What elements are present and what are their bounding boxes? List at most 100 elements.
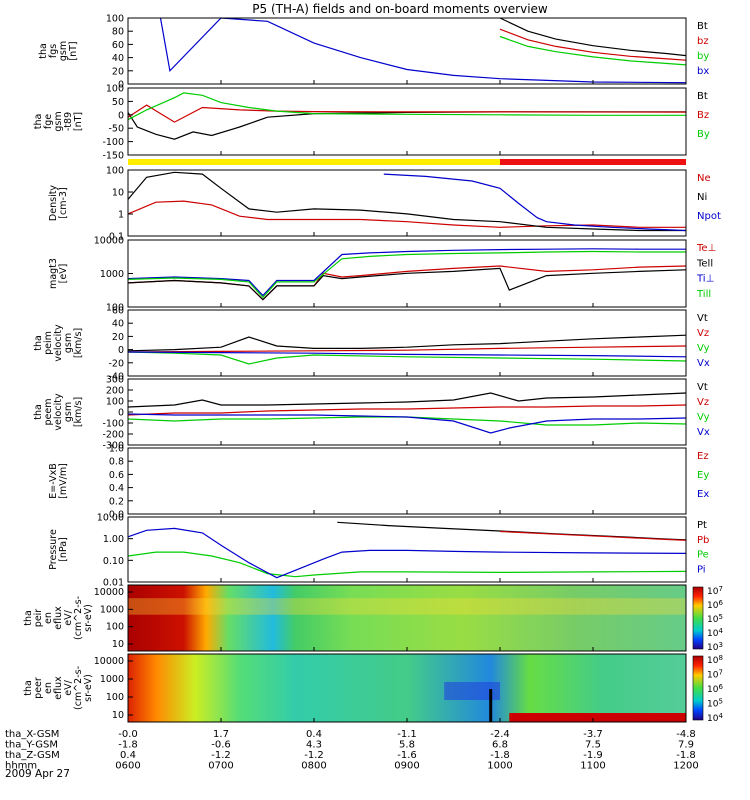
series-line-Vx: [127, 413, 687, 434]
y-tick-label: 10.00: [97, 513, 124, 524]
y-tick-label: 20: [112, 66, 124, 77]
y-tick-label: 10000: [94, 236, 124, 247]
y-axis-label-line: (cm^2-s-: [73, 596, 84, 640]
y-axis-label: Pressure[nPa]: [48, 529, 69, 570]
colorbar: 108 107 106 105 104: [692, 654, 723, 724]
legend-Ni: Ni: [697, 192, 707, 203]
y-tick-label: 0.4: [109, 483, 124, 494]
y-axis-label-line: E=-VxB: [48, 463, 59, 498]
y-tick-label: 10000: [94, 656, 124, 667]
mode-bar-slow: [128, 159, 500, 165]
legend-Bt: Bt: [697, 91, 708, 102]
ephemeris-label: hhmm: [5, 761, 37, 772]
ephemeris-value: 1100: [580, 761, 605, 772]
legend-Ne: Ne: [697, 173, 711, 184]
series-line-Vz: [127, 404, 687, 416]
ephemeris-value: 0.4: [120, 750, 136, 761]
y-axis-label-line: (cm^2-s-: [73, 666, 84, 710]
series-line-Pe: [127, 551, 687, 578]
y-axis-label-line: [nPa]: [58, 537, 69, 562]
y-axis-label-line: velocity: [53, 393, 64, 431]
y-axis-label-line: eV/: [63, 679, 74, 695]
y-axis-label-line: [km/s]: [73, 397, 84, 427]
series-line-Pi: [127, 527, 687, 579]
series-line-Bz: [127, 104, 687, 123]
y-tick-label: -300: [102, 441, 124, 452]
y-axis-label: thapeemvelocitygsm[km/s]: [33, 393, 84, 431]
y-axis-label: thafgsgsm[nT]: [38, 41, 79, 61]
y-axis-label-line: en: [43, 682, 54, 694]
legend-Ey: Ey: [697, 470, 709, 481]
series-line-Vt: [127, 392, 687, 408]
series-line-Vy: [127, 351, 687, 365]
ephemeris-label: tha_X-GSM: [5, 729, 59, 740]
series-line-bx: [159, 17, 687, 84]
heatmap-band: [444, 682, 500, 700]
legend-Bt: Bt: [697, 21, 708, 32]
y-tick-label: 100: [106, 692, 124, 703]
y-axis-label-line: peem: [43, 399, 54, 426]
y-tick-label: 100: [106, 622, 124, 633]
legend-By: By: [697, 129, 710, 140]
y-axis-label: E=-VxB[mV/m]: [48, 463, 69, 499]
series-line-Pb: [499, 530, 687, 541]
panel-velocity_peim: Vt Vz Vy Vx 60 40 20 0 -20 -40 thapeimvelocitygsm[…: [33, 306, 710, 383]
ephemeris-value: 0600: [115, 761, 140, 772]
heatmap-band: [509, 713, 686, 722]
series-line-Ti⊥: [127, 248, 686, 297]
y-axis-label-line: sr-eV): [83, 674, 94, 702]
legend-Vz: Vz: [697, 397, 709, 408]
figure-title: P5 (TH-A) fields and on-board moments ov…: [252, 2, 548, 16]
y-axis-label-line: velocity: [53, 324, 64, 362]
y-tick-label: 0.10: [103, 556, 124, 567]
y-tick-label: 50: [112, 97, 124, 108]
y-tick-label: 1000: [100, 604, 124, 615]
y-axis-label-line: tha: [38, 43, 49, 59]
y-axis-label: thapeirenefluxeV/(cm^2-s-sr-eV): [23, 596, 94, 640]
y-axis-label-line: eV/: [63, 609, 74, 625]
colorbar-scale: [692, 586, 704, 650]
series-line-By: [127, 92, 686, 121]
y-axis-label: Density[cm-3]: [48, 185, 69, 221]
y-axis-label-line: [eV]: [58, 264, 69, 284]
panel-peir_en_eflux: 107 106 105 104 103 10000 1000 100 10 thapeirenef…: [23, 584, 723, 653]
legend-Pe: Pe: [697, 550, 709, 561]
panel-efield: Ez Ey Ex 1.0 0.8 0.6 0.4 0.2 0.0 E=-VxB[mV/m]: [48, 444, 709, 521]
y-tick-label: 0: [118, 110, 124, 121]
y-tick-label: -40: [108, 372, 124, 383]
ephemeris-value: 7.9: [678, 740, 694, 751]
y-axis-label-line: peim: [43, 331, 54, 355]
y-axis-label-line: fge: [43, 114, 54, 129]
colorbar: 107 106 105 104 103: [692, 585, 723, 653]
colorbar-tick-label: 104: [707, 712, 723, 724]
y-tick-label: 0.01: [103, 578, 124, 589]
y-tick-label: 1000: [100, 674, 124, 685]
ephemeris-value: -1.6: [397, 750, 417, 761]
legend-Vx: Vx: [697, 427, 710, 438]
series-line-Tell: [127, 267, 687, 301]
ephemeris-value: -1.8: [676, 750, 696, 761]
ephemeris-value: -1.1: [397, 729, 417, 740]
y-tick-label: -20: [108, 358, 124, 369]
y-axis-label-line: magt3: [48, 258, 59, 289]
legend-Pi: Pi: [697, 564, 706, 575]
y-tick-label: 0.1: [109, 232, 124, 243]
y-tick-label: 20: [112, 332, 124, 343]
y-tick-label: 0.2: [109, 496, 124, 507]
ephemeris-value: -1.2: [304, 750, 324, 761]
legend-Ez: Ez: [697, 451, 709, 462]
y-axis-label-line: gsm: [63, 402, 74, 422]
ephemeris-value: -1.9: [583, 750, 603, 761]
colorbar-tick-label: 105: [707, 698, 723, 710]
y-tick-label: 300: [106, 375, 124, 386]
legend-Vt: Vt: [697, 382, 708, 393]
legend-Ex: Ex: [697, 489, 709, 500]
colorbar-tick-label: 105: [707, 613, 723, 625]
series-line-Ni: [127, 171, 686, 232]
y-tick-label: 100: [106, 166, 124, 177]
panel-peer_en_eflux: 108 107 106 105 104 10000 1000 100 10 thapeerenef…: [23, 653, 723, 724]
legend-Till: Till: [696, 289, 711, 300]
series-line-bz: [499, 28, 687, 61]
series-line-Vt: [127, 334, 687, 352]
colorbar-tick-label: 103: [707, 641, 723, 653]
